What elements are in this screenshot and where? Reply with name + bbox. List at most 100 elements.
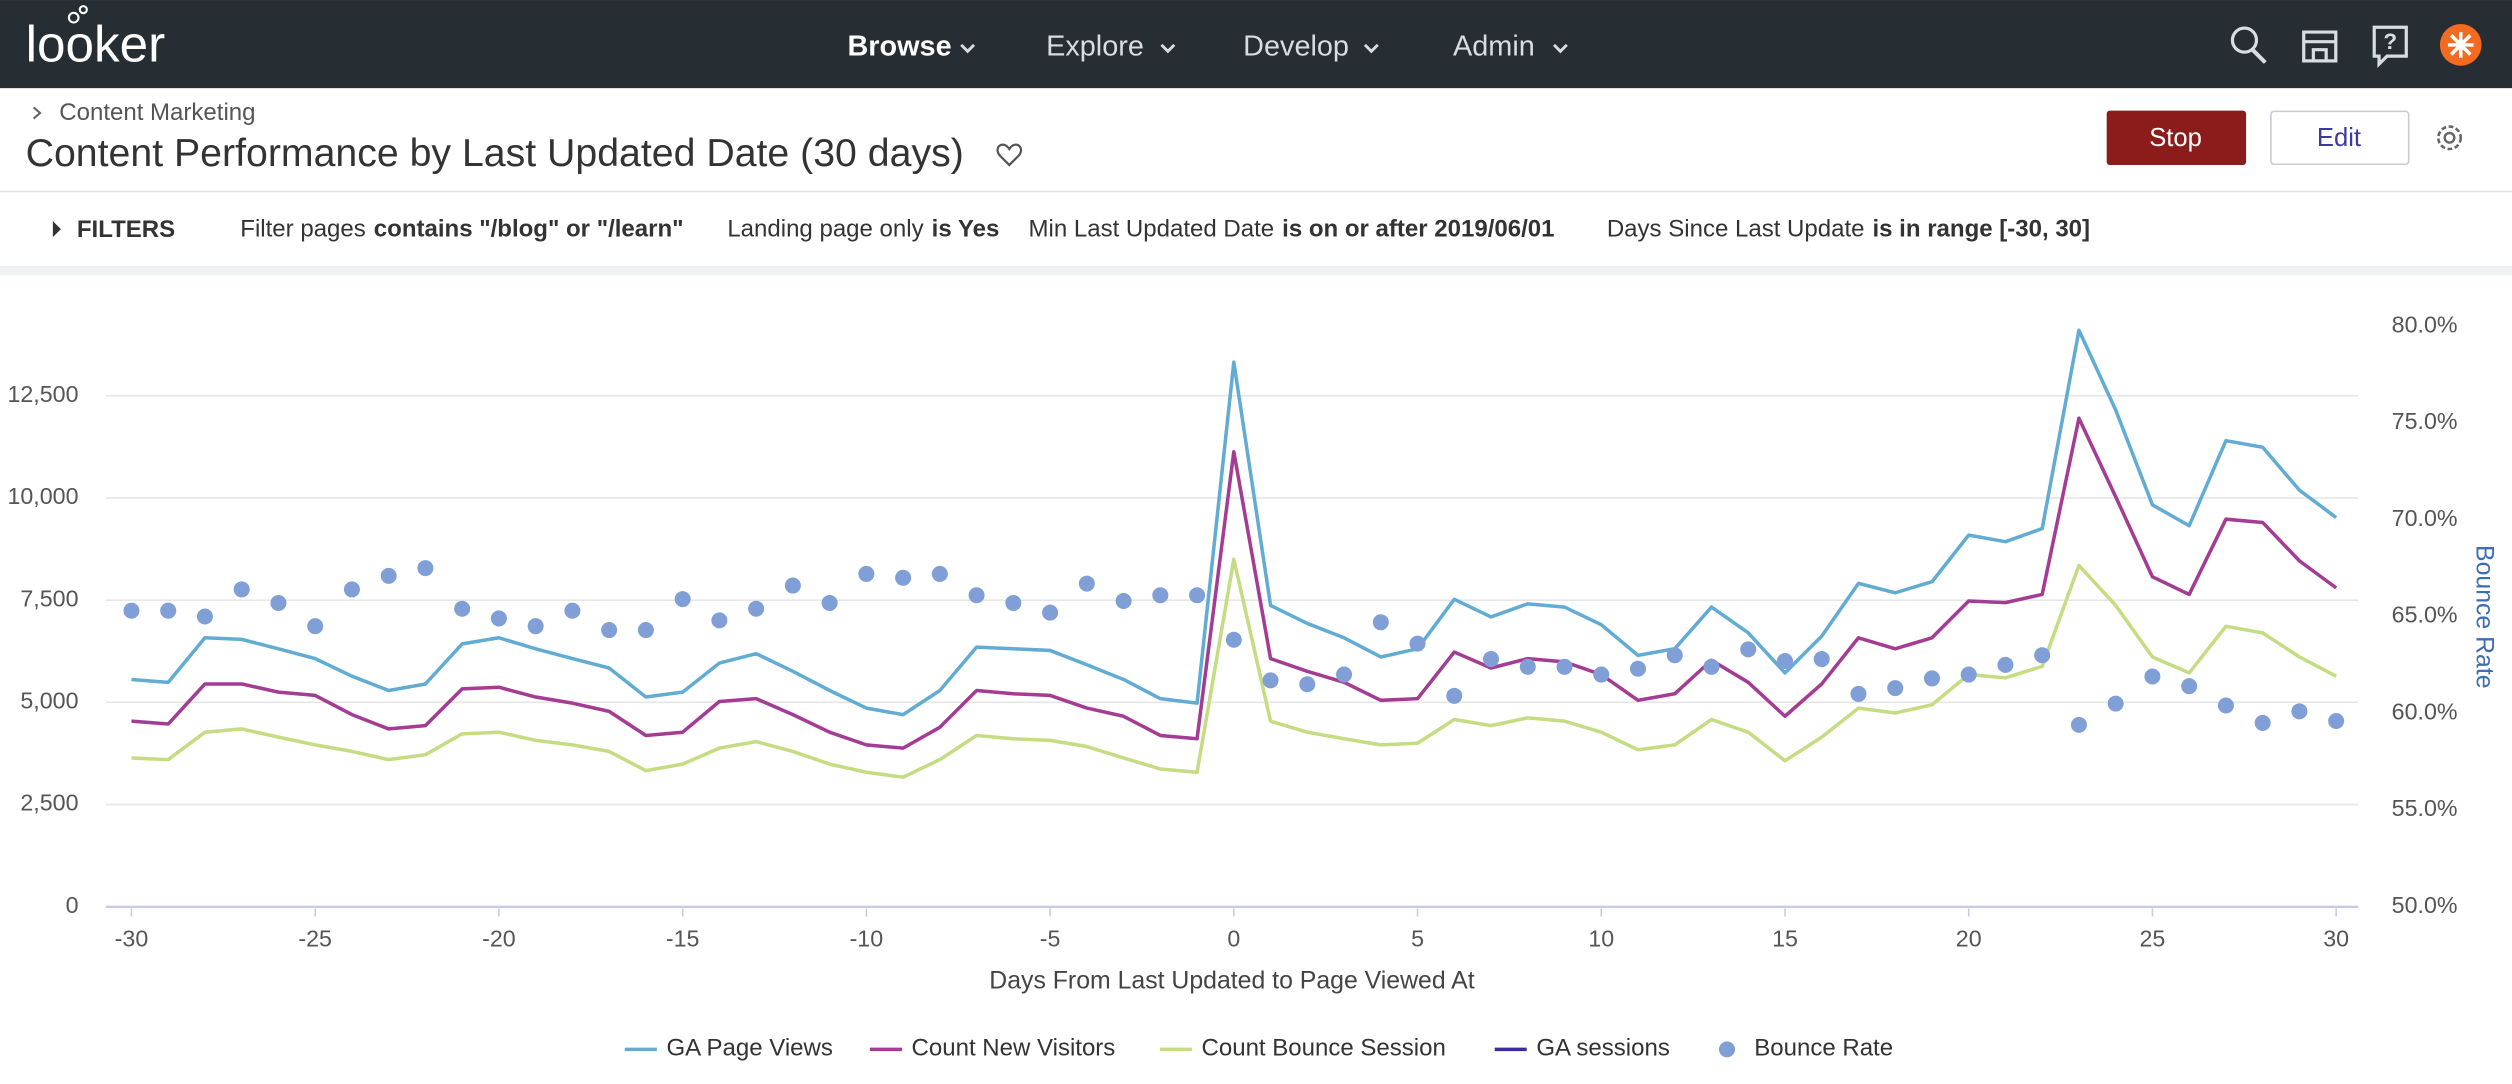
series-point	[1483, 651, 1500, 668]
series-point	[1372, 614, 1389, 631]
breadcrumb-arrow	[32, 106, 42, 120]
series-point	[160, 602, 177, 619]
series-point	[2328, 712, 2345, 730]
x-tick-label: 25	[2140, 926, 2166, 952]
logo[interactable]: looker	[26, 16, 166, 73]
favorite-icon[interactable]	[996, 143, 1023, 167]
series-point	[1519, 658, 1536, 675]
series-point	[343, 581, 360, 598]
series-point	[233, 581, 250, 598]
chart: 0 2,500 5,000 7,500 10,000 12,500 50.0% 55.0% 60…	[7, 311, 2497, 1061]
nav-explore[interactable]: Explore	[1046, 31, 1144, 63]
breadcrumb[interactable]: Content Marketing	[59, 99, 255, 126]
y2-tick-label: 60.0%	[2392, 698, 2458, 724]
page-title: Content Performance by Last Updated Date…	[26, 131, 964, 175]
series-point	[564, 602, 581, 619]
series-point	[821, 594, 838, 611]
search-icon[interactable]	[2230, 26, 2267, 64]
filters-toggle[interactable]	[52, 221, 61, 238]
filter-field: Filter pages	[240, 216, 365, 243]
x-tick-label: 15	[1772, 926, 1798, 952]
series-point	[1593, 666, 1610, 683]
series-point	[1078, 575, 1095, 592]
series-point	[307, 618, 324, 635]
nav-develop[interactable]: Develop	[1243, 31, 1349, 63]
series-point	[380, 567, 397, 584]
top-bar	[0, 0, 2512, 89]
filter-item: Landing page only is Yes	[727, 216, 999, 243]
series-point	[1299, 676, 1316, 693]
svg-text:?: ?	[2383, 29, 2397, 54]
series-point	[711, 612, 728, 629]
x-tick-label: -5	[1040, 926, 1061, 952]
stop-label: Stop	[2149, 124, 2202, 152]
help-icon[interactable]: ?	[2372, 25, 2408, 68]
logo-dot	[67, 11, 80, 24]
series-point	[123, 602, 140, 619]
series-point	[2291, 703, 2308, 720]
series-point	[270, 594, 287, 611]
y-tick-label: 5,000	[20, 687, 78, 713]
series-point	[1740, 641, 1757, 658]
stop-button[interactable]	[2106, 110, 2247, 166]
x-tick-label: -20	[482, 926, 516, 952]
series-point	[527, 618, 544, 635]
y2-tick-label: 75.0%	[2392, 408, 2458, 434]
x-tick-label: -30	[115, 926, 149, 952]
filter-condition: is in range [-30, 30]	[1872, 216, 2090, 243]
avatar[interactable]	[2439, 24, 2482, 66]
x-tick-label: 20	[1956, 926, 1982, 952]
series-point	[895, 569, 912, 586]
series-point	[1446, 687, 1463, 704]
series-point	[1666, 647, 1683, 664]
filter-condition: contains "/blog" or "/learn"	[374, 216, 684, 243]
x-tick-label: 5	[1411, 926, 1424, 952]
nav-browse[interactable]: Browse	[847, 31, 951, 63]
series-point	[490, 610, 507, 627]
series-point	[1262, 672, 1279, 689]
series-point	[931, 565, 948, 582]
legend-label: Count New Visitors	[912, 1035, 1116, 1062]
legend-label: GA sessions	[1536, 1035, 1669, 1062]
filter-condition: is on or after 2019/06/01	[1282, 216, 1554, 243]
filter-list: Filter pages contains "/blog" or "/learn"…	[240, 216, 2090, 243]
series-point	[2217, 697, 2234, 714]
y-tick-label: 12,500	[7, 381, 78, 407]
marketplace-icon[interactable]	[2302, 30, 2338, 63]
series-point	[1189, 587, 1206, 604]
series-point	[1703, 658, 1720, 675]
series-point	[1997, 656, 2014, 673]
series-point	[1042, 604, 1059, 621]
series-point	[1887, 680, 1904, 697]
y-tick-label: 7,500	[20, 585, 78, 611]
nav: Browse Explore Develop Admin	[847, 31, 1568, 63]
series-point	[1629, 660, 1647, 677]
x-axis-label: Days From Last Updated to Page Viewed At	[989, 968, 1474, 995]
edit-button[interactable]	[2270, 110, 2410, 166]
legend-label: Count Bounce Session	[1202, 1035, 1446, 1062]
filter-item: Days Since Last Update is in range [-30, …	[1607, 216, 2090, 243]
series-point	[674, 591, 691, 608]
filter-field: Min Last Updated Date	[1029, 216, 1275, 243]
series-line	[131, 416, 2338, 750]
x-tick-label: -25	[298, 926, 332, 952]
y-tick-label: 2,500	[20, 790, 78, 816]
chevrons	[960, 43, 1568, 54]
nav-admin[interactable]: Admin	[1453, 31, 1535, 63]
series-point	[1556, 658, 1573, 675]
series-point	[1960, 666, 1977, 683]
logo-dot	[78, 5, 88, 15]
edit-label: Edit	[2317, 124, 2361, 152]
settings-icon[interactable]	[2437, 125, 2463, 151]
filters-label[interactable]: FILTERS	[77, 216, 175, 243]
series-point	[784, 577, 801, 594]
x-tick-label: -15	[666, 926, 700, 952]
y2-tick-label: 80.0%	[2392, 311, 2458, 337]
series-point	[196, 608, 213, 625]
series-point	[1850, 685, 1867, 702]
series-point	[1923, 670, 1940, 687]
filter-item: Min Last Updated Date is on or after 2019…	[1029, 216, 1555, 243]
filter-condition: is Yes	[932, 216, 1000, 243]
series-point	[601, 622, 618, 639]
